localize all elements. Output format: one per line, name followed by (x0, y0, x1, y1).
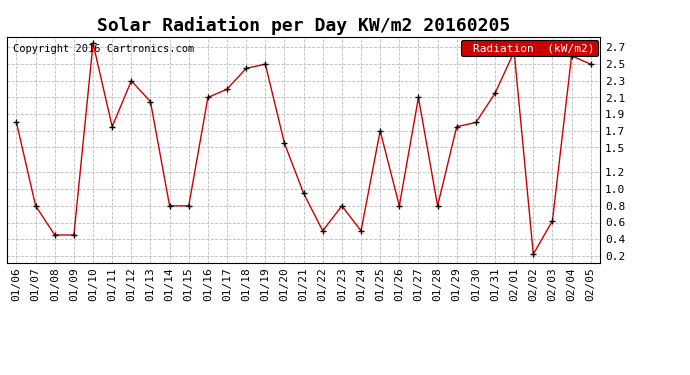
Title: Solar Radiation per Day KW/m2 20160205: Solar Radiation per Day KW/m2 20160205 (97, 16, 510, 34)
Legend: Radiation  (kW/m2): Radiation (kW/m2) (461, 40, 598, 56)
Text: Copyright 2016 Cartronics.com: Copyright 2016 Cartronics.com (13, 44, 194, 54)
